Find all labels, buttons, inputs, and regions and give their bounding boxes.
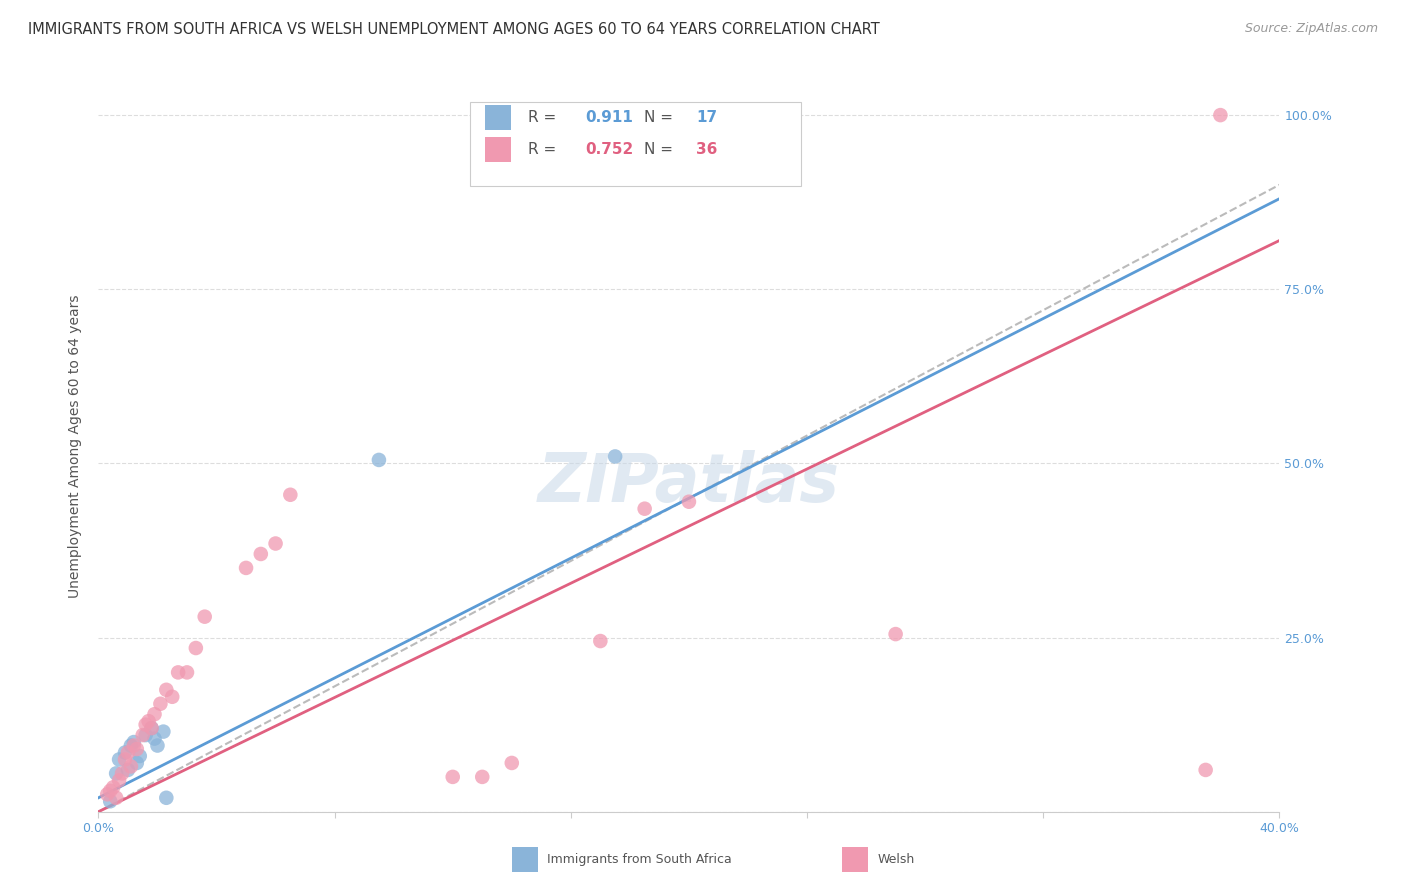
FancyBboxPatch shape	[842, 847, 869, 872]
Point	[162, 690, 183, 704]
Point	[155, 790, 177, 805]
Text: 0.752: 0.752	[585, 142, 633, 157]
Point	[141, 721, 163, 735]
Text: Welsh: Welsh	[877, 853, 915, 866]
Point	[105, 766, 128, 780]
Point	[884, 627, 907, 641]
FancyBboxPatch shape	[512, 847, 537, 872]
Point	[678, 494, 700, 508]
Point	[117, 763, 139, 777]
Text: ZIPatlas: ZIPatlas	[538, 450, 839, 516]
Point	[138, 714, 160, 728]
Point	[1209, 108, 1232, 122]
Text: Immigrants from South Africa: Immigrants from South Africa	[547, 853, 733, 866]
FancyBboxPatch shape	[485, 104, 510, 130]
Text: N =: N =	[644, 110, 678, 125]
Point	[96, 787, 118, 801]
Point	[471, 770, 494, 784]
Text: Source: ZipAtlas.com: Source: ZipAtlas.com	[1244, 22, 1378, 36]
Point	[114, 752, 136, 766]
Text: N =: N =	[644, 142, 678, 157]
Point	[146, 739, 169, 753]
Point	[114, 746, 136, 760]
Y-axis label: Unemployment Among Ages 60 to 64 years: Unemployment Among Ages 60 to 64 years	[69, 294, 83, 598]
Point	[176, 665, 198, 680]
Text: IMMIGRANTS FROM SOUTH AFRICA VS WELSH UNEMPLOYMENT AMONG AGES 60 TO 64 YEARS COR: IMMIGRANTS FROM SOUTH AFRICA VS WELSH UN…	[28, 22, 880, 37]
Point	[125, 742, 148, 756]
Point	[98, 794, 121, 808]
Point	[132, 728, 155, 742]
Point	[143, 707, 166, 722]
Point	[105, 790, 128, 805]
Point	[120, 739, 142, 753]
Point	[250, 547, 273, 561]
Text: R =: R =	[529, 110, 561, 125]
Point	[441, 770, 464, 784]
Point	[155, 682, 177, 697]
Point	[98, 784, 121, 798]
Text: 0.911: 0.911	[585, 110, 633, 125]
Point	[149, 697, 172, 711]
Point	[125, 756, 148, 770]
Text: 36: 36	[696, 142, 717, 157]
Point	[128, 749, 150, 764]
Point	[368, 453, 391, 467]
Point	[152, 724, 174, 739]
Point	[501, 756, 523, 770]
Point	[103, 780, 125, 795]
Point	[278, 488, 302, 502]
Point	[633, 501, 655, 516]
Point	[135, 728, 157, 742]
FancyBboxPatch shape	[471, 103, 801, 186]
Point	[122, 739, 145, 753]
FancyBboxPatch shape	[485, 136, 510, 162]
Point	[605, 450, 627, 464]
Text: 17: 17	[696, 110, 717, 125]
Point	[111, 766, 134, 780]
Point	[184, 640, 207, 655]
Point	[1195, 763, 1218, 777]
Point	[194, 609, 217, 624]
Point	[589, 634, 612, 648]
Point	[120, 759, 142, 773]
Point	[117, 746, 139, 760]
Point	[122, 735, 145, 749]
Point	[235, 561, 257, 575]
Point	[141, 721, 163, 735]
Point	[167, 665, 190, 680]
Point	[135, 717, 157, 731]
Point	[143, 731, 166, 746]
Point	[108, 773, 131, 788]
Point	[108, 752, 131, 766]
Point	[264, 536, 287, 550]
Text: R =: R =	[529, 142, 561, 157]
